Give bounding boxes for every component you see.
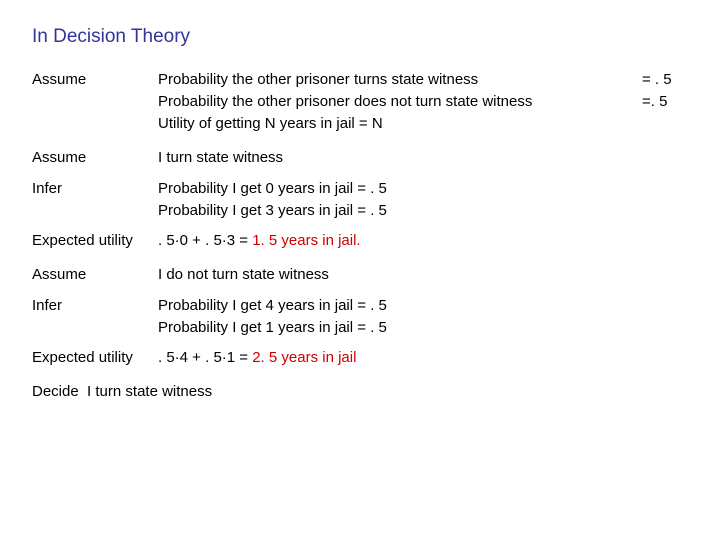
intro-line1-val: = . 5 — [642, 70, 688, 90]
case1-eu: Expected utility . 5·0 + . 5·3 = 1. 5 ye… — [32, 231, 688, 251]
case2-infer: Infer Probability I get 4 years in jail … — [32, 296, 688, 339]
case2-infer2: Probability I get 1 years in jail = . 5 — [158, 318, 688, 338]
case1-assume-text: I turn state witness — [158, 148, 688, 168]
case2-infer-label: Infer — [32, 296, 158, 316]
case2-eu-prefix: . 5·4 + . 5·1 = — [158, 349, 252, 366]
case2-eu-result: 2. 5 years in jail — [252, 349, 356, 366]
case1-eu-result: 1. 5 years in jail. — [252, 232, 360, 249]
case2-infer1: Probability I get 4 years in jail = . 5 — [158, 296, 688, 316]
intro-assume-label: Assume — [32, 70, 158, 90]
case1-eu-prefix: . 5·0 + . 5·3 = — [158, 232, 252, 249]
case2-eu: Expected utility . 5·4 + . 5·1 = 2. 5 ye… — [32, 348, 688, 368]
case2-assume-label: Assume — [32, 265, 158, 285]
intro-line3: Utility of getting N years in jail = N — [158, 114, 642, 134]
decide-label: Decide — [32, 383, 79, 400]
case1-infer2: Probability I get 3 years in jail = . 5 — [158, 201, 688, 221]
intro-block: Assume Probability the other prisoner tu… — [32, 70, 688, 135]
case1-infer1: Probability I get 0 years in jail = . 5 — [158, 179, 688, 199]
page-title: In Decision Theory — [32, 24, 688, 50]
case2-assume: Assume I do not turn state witness — [32, 265, 688, 285]
case1-infer-label: Infer — [32, 179, 158, 199]
decide-text: I turn state witness — [87, 383, 212, 400]
intro-line2: Probability the other prisoner does not … — [158, 92, 642, 112]
decide-block: Decide I turn state witness — [32, 382, 688, 402]
case1-eu-label: Expected utility — [32, 231, 158, 251]
case2-eu-label: Expected utility — [32, 348, 158, 368]
intro-line2-val: =. 5 — [642, 92, 688, 112]
intro-line1: Probability the other prisoner turns sta… — [158, 70, 642, 90]
case2-assume-text: I do not turn state witness — [158, 265, 688, 285]
case1-assume-label: Assume — [32, 148, 158, 168]
case1-infer: Infer Probability I get 0 years in jail … — [32, 179, 688, 222]
case1-assume: Assume I turn state witness — [32, 148, 688, 168]
